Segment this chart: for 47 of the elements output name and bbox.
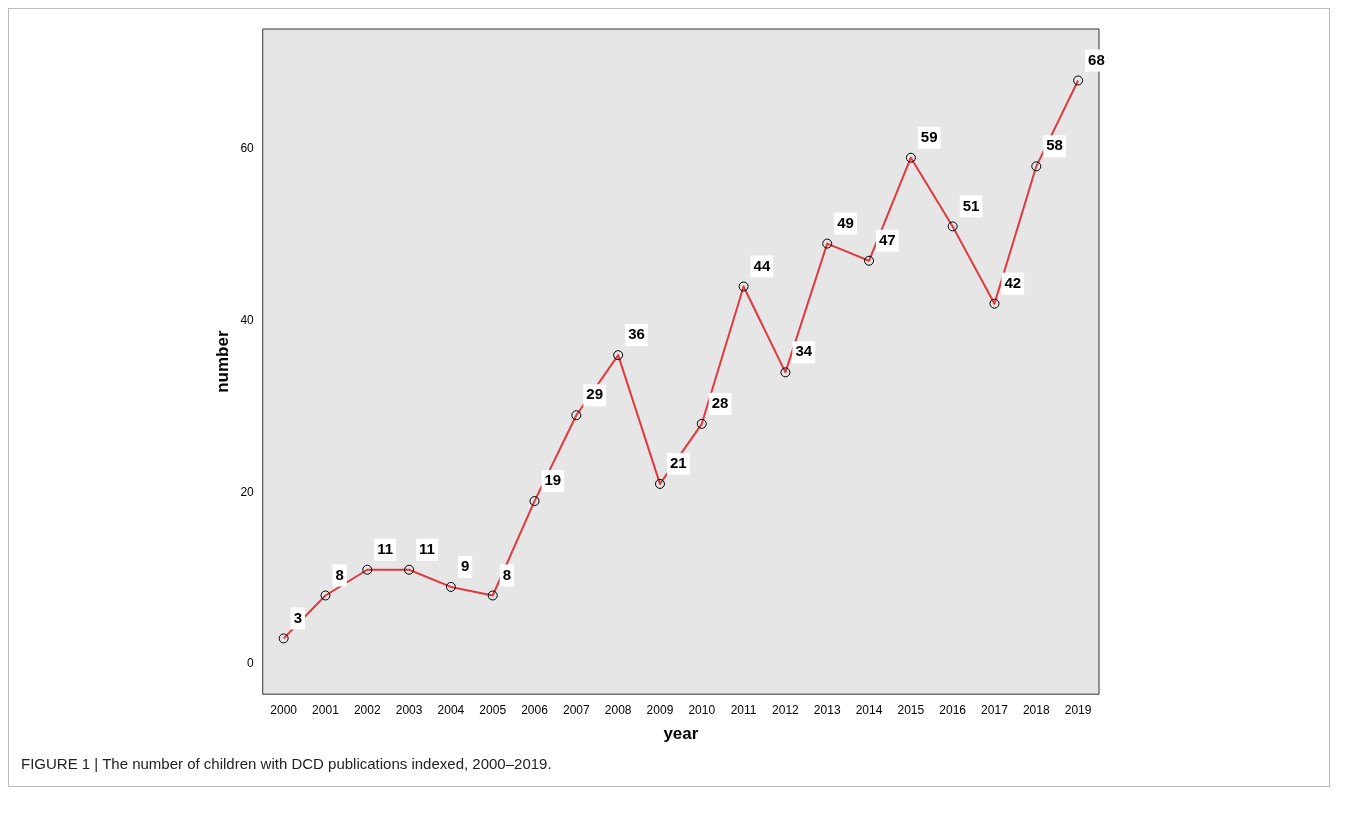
data-label: 68 [1088,50,1105,68]
data-label: 44 [753,256,771,274]
x-tick-label: 2002 [353,702,381,717]
data-label: 36 [628,325,645,343]
data-label: 21 [669,454,687,472]
data-label: 11 [377,539,394,557]
x-tick-label: 2004 [437,702,465,717]
x-tick-label: 2017 [981,702,1009,717]
x-tick-label: 2018 [1022,702,1050,717]
x-tick-label: 2006 [521,702,549,717]
x-tick-label: 2009 [646,702,674,717]
data-label: 8 [502,565,512,583]
caption: FIGURE 1 | The number of children with DCD publications indexed, 2000–2019. [20,754,553,774]
data-label: 9 [460,557,470,575]
x-tick-label: 2014 [855,702,883,717]
y-tick-label: 40 [240,313,255,328]
x-tick-label: 2001 [312,702,340,717]
data-label: 47 [879,230,896,248]
data-label: 34 [795,342,813,360]
x-tick-label: 2015 [897,702,925,717]
x-tick-label: 2011 [730,702,757,717]
x-tick-label: 2007 [562,702,591,717]
y-axis-title: number [212,330,232,393]
data-label: 11 [419,539,435,557]
y-tick-label: 60 [240,141,255,156]
data-label: 8 [335,565,344,583]
x-axis-title: year [663,724,699,744]
x-tick-label: 2013 [813,702,841,717]
data-label: 29 [586,385,604,403]
x-tick-label: 2016 [939,702,967,717]
y-tick-label: 0 [247,656,255,671]
y-tick-label: 20 [240,484,255,499]
data-label: 51 [962,196,980,214]
data-label: 58 [1046,136,1063,154]
x-tick-label: 2003 [395,702,423,717]
data-label: 28 [711,393,729,411]
data-label: 3 [293,608,302,626]
x-tick-label: 2019 [1064,702,1092,717]
data-label: 19 [544,471,562,489]
x-tick-label: 2010 [688,702,716,717]
data-label: 42 [1004,273,1022,291]
x-tick-label: 2012 [772,702,800,717]
data-label: 59 [920,127,938,145]
x-tick-label: 2008 [604,702,632,717]
x-tick-label: 2005 [479,702,507,717]
x-tick-label: 2000 [270,702,298,717]
data-label: 49 [837,213,854,231]
